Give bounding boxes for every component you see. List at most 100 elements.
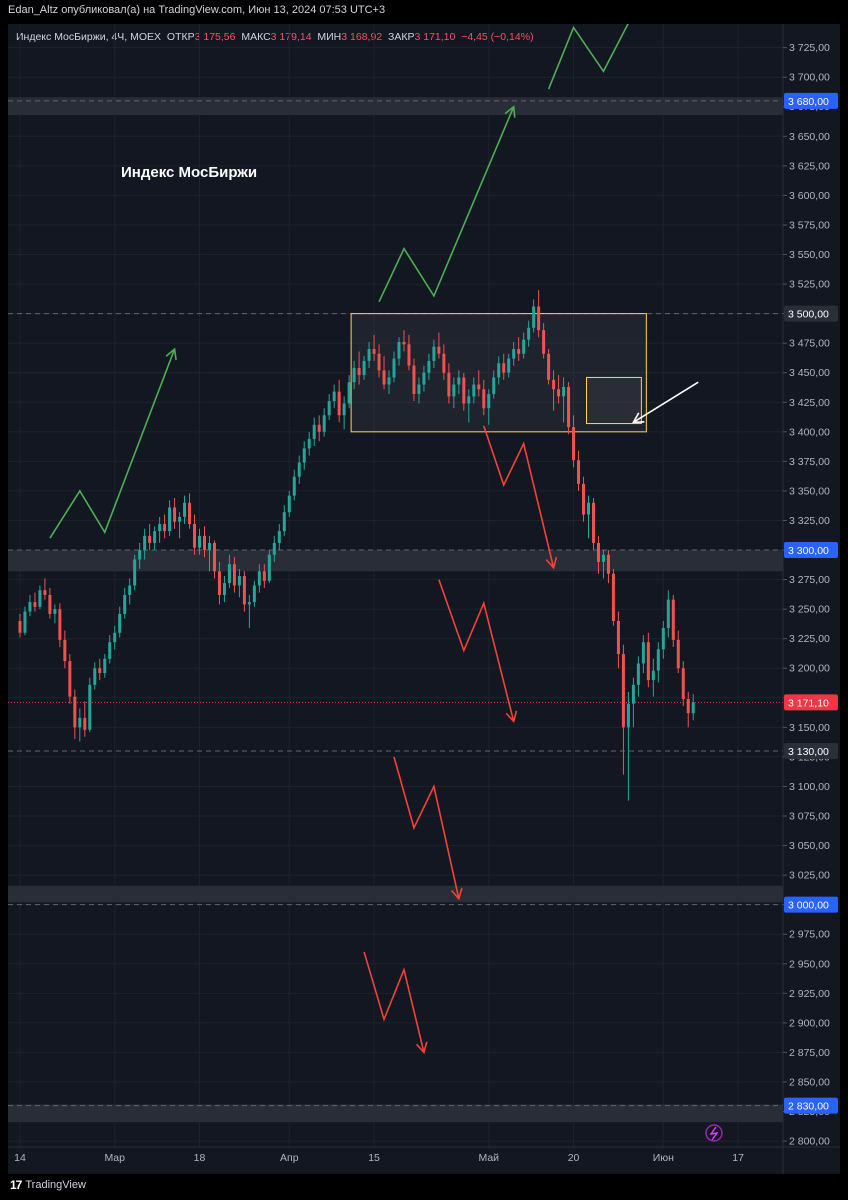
candle <box>133 554 137 591</box>
candle-body <box>357 367 361 376</box>
candle <box>267 550 271 584</box>
candle-body <box>417 384 421 394</box>
x-tick-label: 15 <box>368 1152 380 1164</box>
candle <box>492 370 496 399</box>
level-price-tag <box>784 92 838 109</box>
candle-body <box>128 585 132 595</box>
candle <box>661 620 665 659</box>
candle <box>312 417 316 447</box>
candle-body <box>676 639 680 669</box>
projection-arrowhead <box>545 556 558 570</box>
candle-body <box>282 512 286 532</box>
y-tick-label: 2 950,00 <box>789 958 830 970</box>
y-tick-label: 3 700,00 <box>789 72 830 84</box>
candle <box>153 526 157 551</box>
projection-arrowhead <box>450 887 463 901</box>
level-price-label: 3 300,00 <box>788 545 829 557</box>
y-tick-label: 3 600,00 <box>789 190 830 202</box>
candle-body <box>173 507 177 522</box>
y-tick-label: 3 400,00 <box>789 426 830 438</box>
candle <box>372 334 376 361</box>
candle-body <box>163 524 167 532</box>
candle <box>143 528 147 560</box>
candle <box>596 535 600 574</box>
candle-body <box>73 696 77 728</box>
legend-symbol[interactable]: Индекс МосБиржи, 4Ч, MOEX <box>16 31 162 43</box>
legend-open-label: ОТКР <box>166 31 195 43</box>
candle-body <box>337 391 341 416</box>
candle <box>467 389 471 423</box>
plot-area <box>8 24 783 1147</box>
level-price-label: 3 680,00 <box>788 96 829 108</box>
candle <box>63 630 67 669</box>
lightning-icon <box>705 1124 723 1142</box>
candle <box>227 554 231 588</box>
candle-body <box>118 613 122 633</box>
y-tick-label: 3 200,00 <box>789 663 830 675</box>
candle-body <box>472 384 476 397</box>
candle <box>158 516 162 543</box>
legend-change: −4,45 (−0,14%) <box>461 31 534 43</box>
range-box <box>586 376 642 425</box>
candle <box>616 611 620 669</box>
candle-body <box>347 382 351 404</box>
y-tick-label: 3 550,00 <box>789 249 830 261</box>
candle-body <box>327 401 331 416</box>
candle <box>367 341 371 368</box>
candle <box>392 351 396 383</box>
candle <box>382 356 386 390</box>
candle <box>651 658 655 697</box>
ohlc-legend: Индекс МосБиржи, 4Ч, MOEX ОТКР3 175,56 М… <box>16 31 534 43</box>
candle <box>307 431 311 456</box>
candle <box>73 689 77 740</box>
level-price-tag <box>784 896 838 913</box>
candle-body <box>626 703 630 728</box>
candle <box>68 654 72 704</box>
candle <box>606 550 610 584</box>
candle-body <box>367 349 371 361</box>
candle-body <box>452 384 456 397</box>
y-tick-label: 2 925,00 <box>789 988 830 1000</box>
candle <box>567 382 571 435</box>
candle-body <box>587 502 591 515</box>
candle-body <box>48 594 52 614</box>
candle-body <box>412 365 416 394</box>
candle-body <box>517 349 521 354</box>
candle <box>43 578 47 600</box>
candle-body <box>616 620 620 655</box>
candle <box>128 578 132 605</box>
candle <box>547 349 551 385</box>
candle <box>242 571 246 612</box>
candle-body <box>272 542 276 555</box>
candle-body <box>138 550 142 560</box>
candle-body <box>392 358 396 378</box>
candle-body <box>527 327 531 340</box>
candle-body <box>437 346 441 354</box>
candle-body <box>582 483 586 515</box>
candle <box>512 341 516 366</box>
candle <box>522 332 526 359</box>
candle <box>497 356 501 385</box>
candle <box>257 564 261 593</box>
candle <box>656 642 660 683</box>
candle-body <box>247 602 251 605</box>
y-tick-label: 3 575,00 <box>789 219 830 231</box>
candle-body <box>686 698 690 714</box>
candle <box>272 535 276 562</box>
x-tick-label: Апр <box>280 1152 299 1164</box>
candle-body <box>532 306 536 328</box>
candle <box>332 384 336 409</box>
tradingview-logo-icon: 17 <box>10 1178 22 1192</box>
chart-pane[interactable] <box>8 24 840 1174</box>
candle-body <box>552 379 556 390</box>
candle-body <box>18 620 22 633</box>
candle-body <box>651 670 655 681</box>
candle-body <box>387 377 391 385</box>
candle <box>507 353 511 378</box>
x-tick-label: 20 <box>568 1152 580 1164</box>
level-price-label: 3 500,00 <box>788 309 829 321</box>
candle-body <box>53 609 57 614</box>
candle <box>317 415 321 442</box>
y-tick-label: 3 275,00 <box>789 574 830 586</box>
